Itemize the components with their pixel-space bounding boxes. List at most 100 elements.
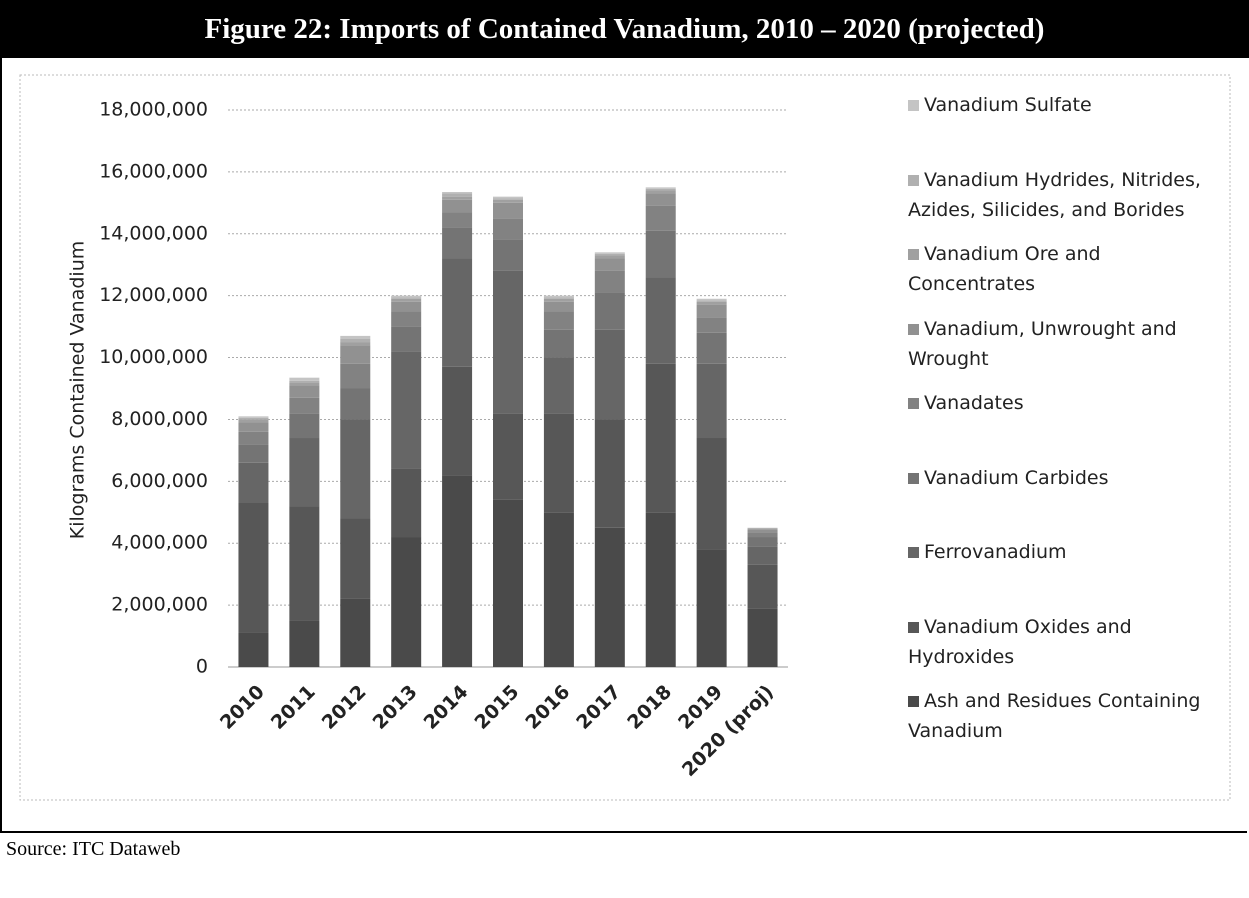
x-tick-label: 2016 [521, 681, 574, 734]
bar-segment [594, 252, 625, 254]
bar-segment [340, 598, 371, 667]
bar-segment [442, 258, 473, 367]
bar-segment [696, 363, 727, 439]
bar-segment [391, 311, 422, 327]
bar-segment [696, 300, 727, 302]
bar-segment [543, 413, 574, 513]
bar-segment [594, 419, 625, 528]
bar-segment [645, 188, 676, 191]
x-tick-label: 2020 (proj) [678, 681, 778, 781]
bar-segment [645, 205, 676, 231]
bar-segment [645, 193, 676, 206]
bar-segment [594, 253, 625, 256]
legend-entry: Vanadium Oxides and Hydroxides [908, 612, 1218, 672]
bar-segment [645, 190, 676, 194]
bar-segment [391, 351, 422, 469]
bar-segment [747, 529, 778, 533]
legend-swatch [908, 249, 919, 260]
bar-segment [289, 380, 320, 383]
bar-segment [238, 462, 269, 503]
bar-segment [289, 377, 320, 381]
bar-segment [289, 413, 320, 439]
legend-entry: Vanadates [908, 388, 1218, 418]
bar-segment [340, 338, 371, 343]
chart-title: Figure 22: Imports of Contained Vanadium… [0, 0, 1249, 58]
legend-entry: Ferrovanadium [908, 537, 1218, 567]
y-tick-label: 10,000,000 [99, 346, 208, 368]
legend-swatch [908, 323, 919, 335]
bar-segment [645, 512, 676, 667]
bar-segment [289, 438, 320, 507]
bar-segment [391, 297, 422, 299]
bar-segment [747, 546, 778, 565]
bar-segment [391, 468, 422, 538]
bar-segment [543, 298, 574, 302]
bar-segment [391, 537, 422, 667]
legend-swatch [908, 100, 919, 111]
bar-segment [543, 297, 574, 299]
legend-swatch [908, 621, 919, 633]
y-tick-label: 16,000,000 [99, 160, 208, 182]
bar-segment [442, 192, 473, 194]
y-tick-label: 6,000,000 [111, 470, 208, 492]
legend-entry: Vanadium Sulfate [908, 90, 1218, 120]
bar-segment [391, 301, 422, 312]
bar-segment [696, 317, 727, 333]
bar-segment [238, 444, 269, 463]
bar-segment [391, 295, 422, 298]
legend-label: Vanadium Oxides and Hydroxides [908, 615, 1132, 668]
bar-segment [594, 258, 625, 271]
y-tick-label: 4,000,000 [111, 532, 208, 554]
bar-segment [391, 298, 422, 302]
x-tick-label: 2012 [318, 681, 371, 734]
bar-segment [543, 311, 574, 330]
bar-segment [238, 422, 269, 432]
bar-segment [594, 292, 625, 330]
y-tick-label: 18,000,000 [99, 99, 208, 121]
bar-segment [645, 363, 676, 513]
bar-segment [340, 518, 371, 599]
x-tick-label: 2015 [470, 681, 523, 734]
legend-swatch [908, 472, 919, 484]
legend-label: Vanadium Sulfate [924, 94, 1092, 116]
legend-swatch [908, 696, 919, 707]
bar-segment [696, 332, 727, 364]
bar-segment [543, 301, 574, 312]
x-tick-label: 2013 [369, 681, 422, 734]
bar-segment [238, 416, 269, 418]
bar-segment [340, 335, 371, 339]
bar-segment [493, 218, 523, 240]
bar-segment [696, 298, 727, 301]
bar-segment [442, 475, 473, 667]
bar-segment [645, 230, 676, 278]
bar-segment [238, 417, 269, 420]
legend-label: Ferrovanadium [924, 541, 1067, 563]
y-tick-label: 12,000,000 [99, 284, 208, 306]
bar-segment [238, 419, 269, 423]
bar-segment [340, 419, 371, 519]
y-tick-label: 0 [196, 656, 208, 678]
x-tick-label: 2014 [420, 681, 473, 734]
bar-segment [493, 202, 523, 219]
bar-segment [543, 295, 574, 298]
bar-segment [543, 512, 574, 667]
frame [0, 58, 1247, 833]
bar-segment [747, 564, 778, 609]
x-tick-label: 2017 [572, 681, 625, 734]
legend-swatch [908, 547, 919, 558]
y-tick-label: 8,000,000 [111, 408, 208, 430]
legend-swatch [908, 398, 919, 409]
bar-segment [645, 277, 676, 364]
x-tick-label: 2018 [623, 681, 676, 734]
bar-segment [289, 397, 320, 414]
x-tick-label: 2010 [216, 681, 269, 734]
bar-segment [747, 608, 778, 667]
x-tick-label: 2011 [267, 681, 320, 734]
bar-segment [493, 239, 523, 271]
bar-segment [340, 345, 371, 364]
legend-label: Ash and Residues Containing Vanadium [908, 690, 1201, 742]
source: Source: ITC Dataweb [6, 838, 181, 860]
bar-segment [289, 382, 320, 386]
bar-segment [594, 527, 625, 667]
